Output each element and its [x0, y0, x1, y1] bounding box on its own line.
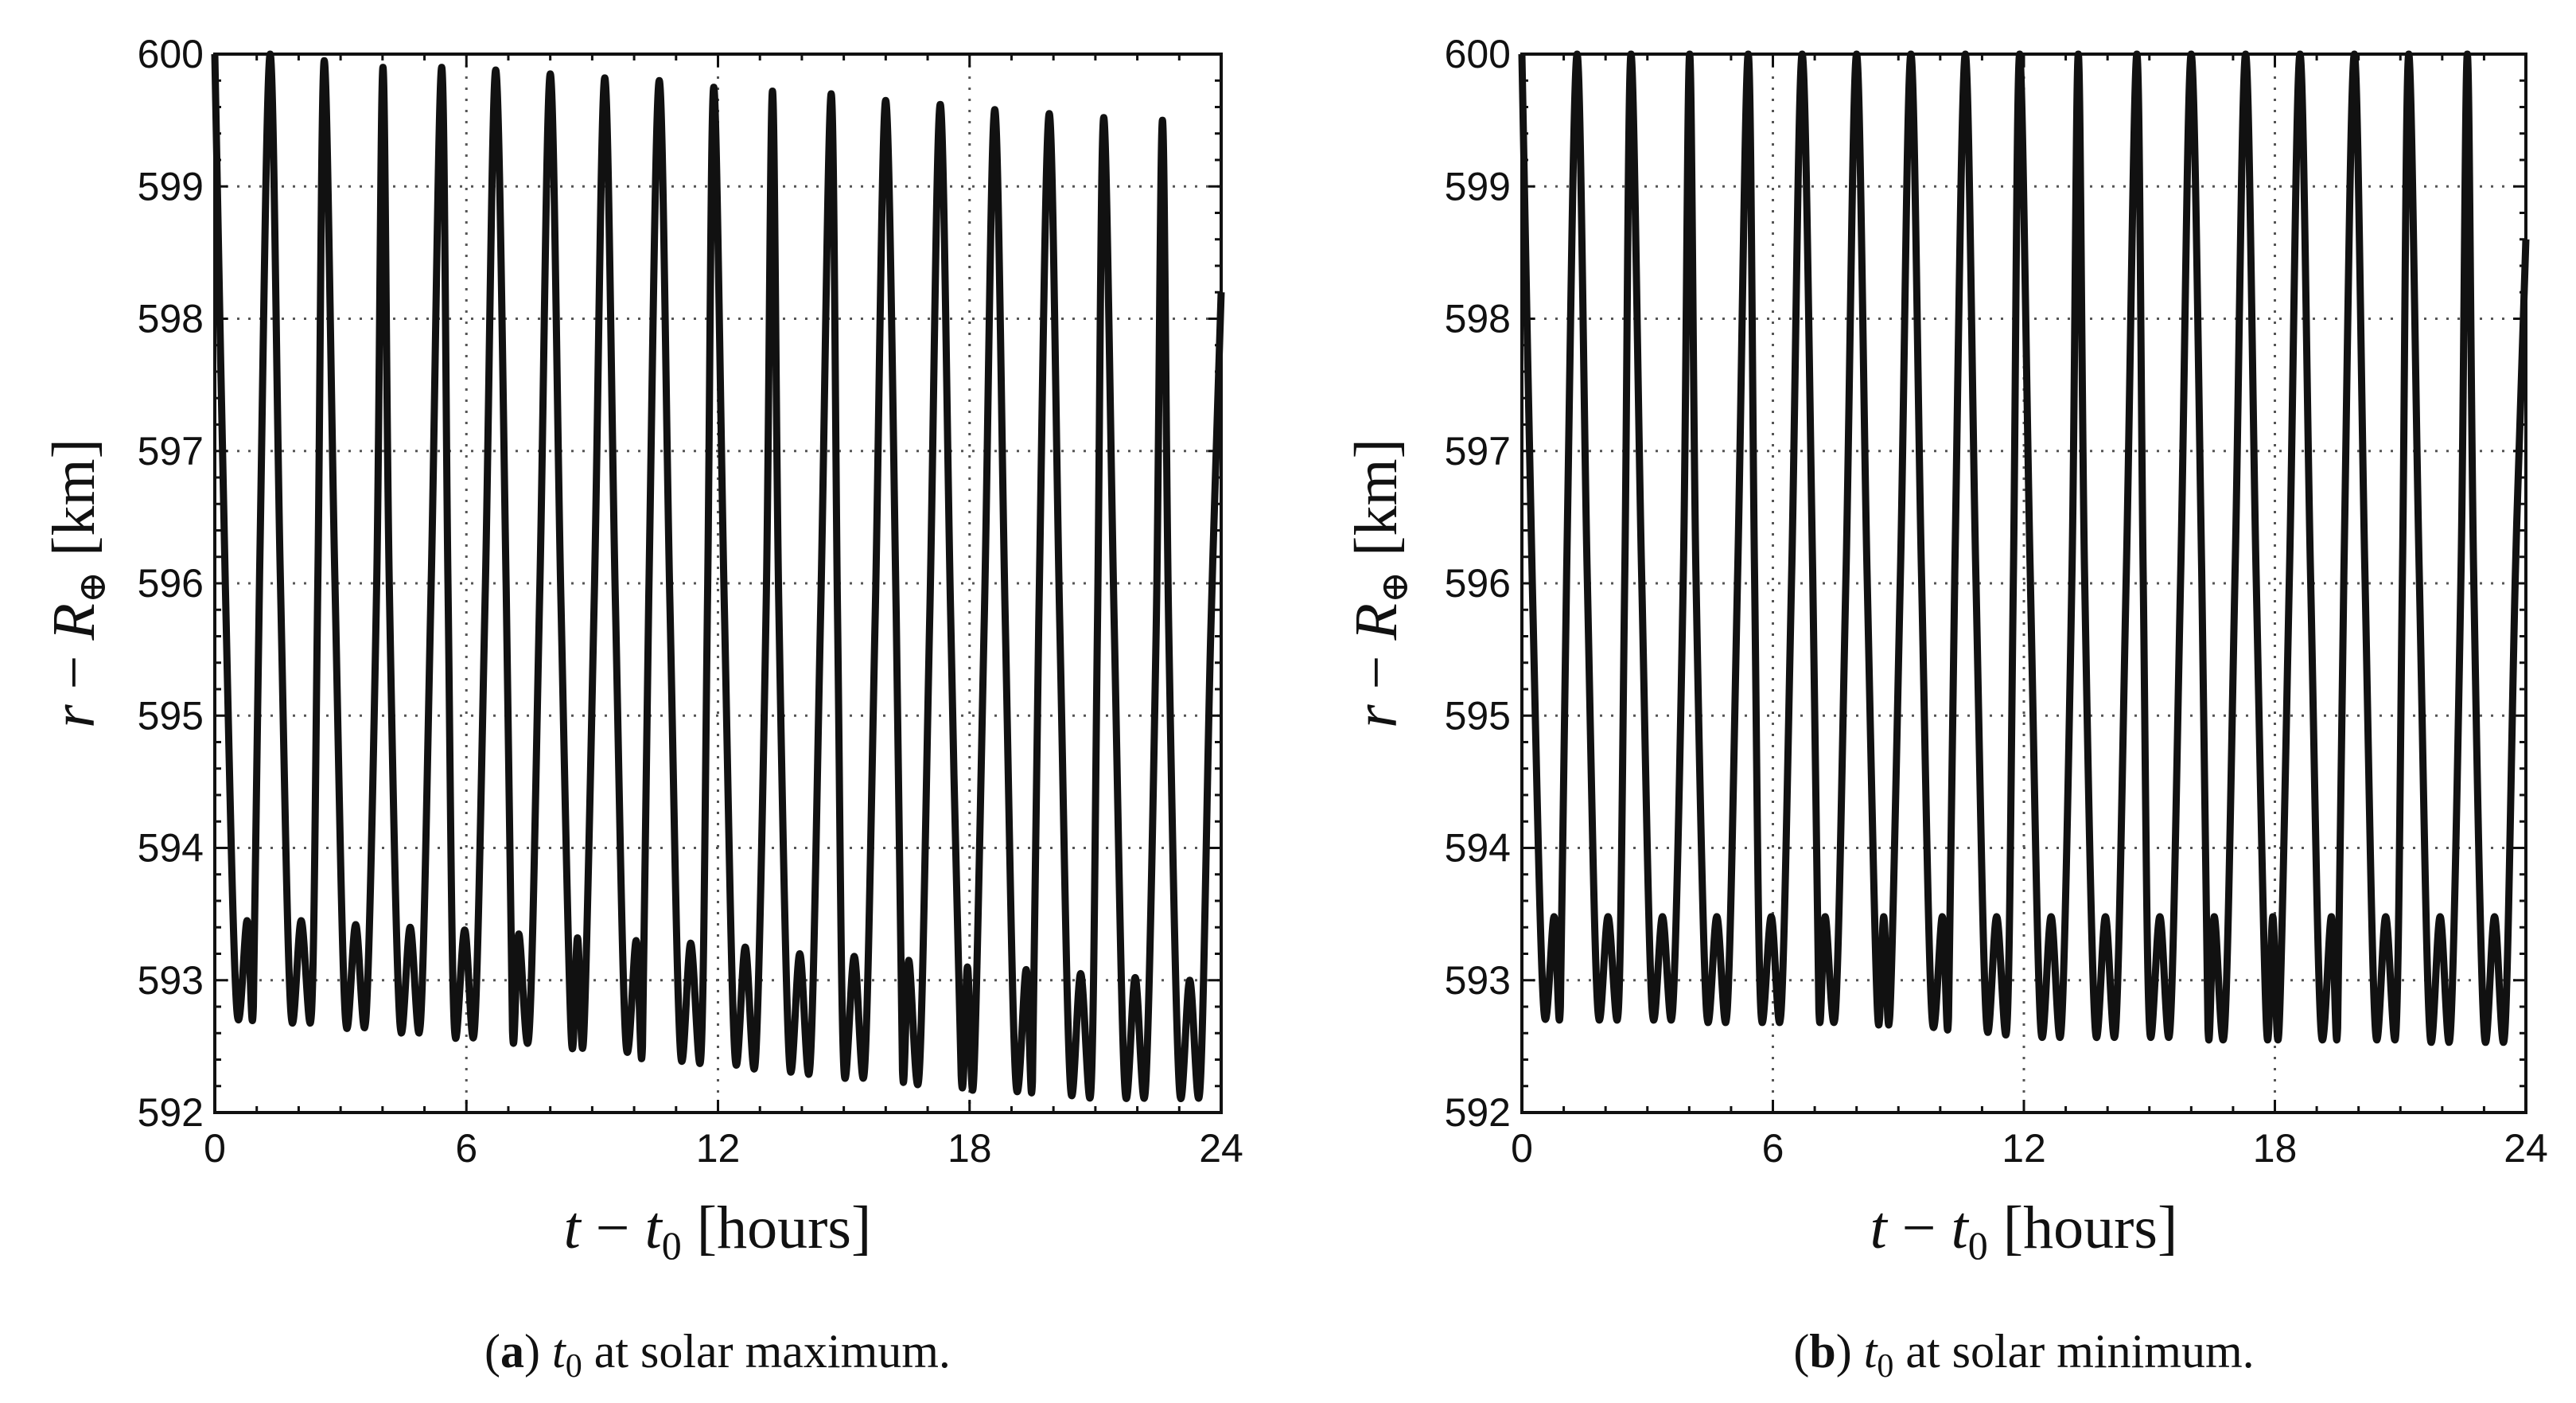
panel-b-y-tick-label-592: 592 [1445, 1090, 1511, 1135]
panel-a-caption-open: ( [484, 1325, 500, 1378]
panel-a-x-tick-label-18: 18 [948, 1126, 992, 1171]
panel-a-ylabel-a: r [41, 704, 107, 728]
panel-b-x-axis-label: t − t0 [hours] [1870, 1194, 2178, 1268]
panel-a-y-axis-label: r − R⊕ [km] [41, 438, 114, 728]
panel-b-xlabel-sub: 0 [1968, 1223, 1988, 1268]
panel-a-ylabel-b: R [41, 603, 107, 641]
panel-b-y-tick-label-599: 599 [1445, 164, 1511, 209]
panel-a-caption-close: ) [524, 1325, 552, 1378]
panel-b-xlabel-b: t [1951, 1194, 1970, 1261]
panel-b-caption-close: ) [1836, 1325, 1864, 1378]
panel-a-series-line-0 [215, 54, 1221, 1099]
panel-a-y-tick-label-594: 594 [138, 826, 204, 871]
panel-b-caption-open: ( [1793, 1325, 1809, 1378]
panel-b-plot-frame [1520, 53, 2527, 1114]
panel-a-x-tick-label-12: 12 [696, 1126, 741, 1171]
panel-a-y-tick-label-599: 599 [138, 164, 204, 209]
panel-a-x-tick-label-24: 24 [1199, 1126, 1243, 1171]
panel-b-x-tick-label-18: 18 [2253, 1126, 2298, 1171]
panel-a-caption-subscript: 0 [566, 1348, 582, 1385]
panel-a-x-axis-label: t − t0 [hours] [564, 1194, 872, 1268]
panel-a-tick-labels: 0 6 12 18 24 592 593 594 595 596 597 598 599 600 [138, 32, 1243, 1171]
panel-b-caption-label: b [1809, 1325, 1835, 1378]
panel-a-ylabel-unit: [km] [41, 438, 107, 571]
panel-a: 0 6 12 18 24 592 593 594 595 596 597 598 599 600 r − … [41, 32, 1243, 1385]
panel-b-y-tick-label-593: 593 [1445, 958, 1511, 1003]
panel-a-caption-text: at solar maximum. [582, 1325, 951, 1378]
panel-a-xlabel-op: − [581, 1194, 645, 1261]
panel-b-ylabel-sub: ⊕ [1374, 571, 1416, 603]
panel-b-y-tick-label-600: 600 [1445, 32, 1511, 76]
panel-a-ylabel-op: − [41, 640, 107, 704]
panel-a-caption-label: a [500, 1325, 524, 1378]
panel-b-caption: (b) t0 at solar minimum. [1793, 1325, 2254, 1385]
panel-b-y-tick-label-598: 598 [1445, 297, 1511, 341]
panel-a-ylabel-sub: ⊕ [72, 571, 114, 603]
panel-a-xlabel-a: t [564, 1194, 582, 1261]
panel-b-caption-subject: t [1864, 1325, 1878, 1378]
panel-a-y-tick-label-593: 593 [138, 958, 204, 1003]
panel-a-series [215, 54, 1221, 1099]
panel-b-x-tick-label-0: 0 [1511, 1126, 1533, 1171]
panel-b-xlabel-unit: [hours] [1988, 1194, 2178, 1261]
panel-b-y-tick-label-594: 594 [1445, 826, 1511, 871]
panel-b-y-axis-label: r − R⊕ [km] [1343, 438, 1416, 728]
panel-b-tick-labels: 0 6 12 18 24 592 593 594 595 596 597 598 599 600 [1445, 32, 2548, 1171]
panel-a-plot-frame [213, 53, 1223, 1114]
panel-a-y-tick-label-598: 598 [138, 297, 204, 341]
panel-b-x-tick-label-12: 12 [2002, 1126, 2046, 1171]
panel-a-y-tick-label-596: 596 [138, 561, 204, 606]
panel-a-xlabel-unit: [hours] [682, 1194, 872, 1261]
panel-b: 0 6 12 18 24 592 593 594 595 596 597 598 599 600 r − … [1343, 32, 2548, 1385]
panel-b-ylabel-b: R [1343, 603, 1410, 641]
panel-a-caption: (a) t0 at solar maximum. [484, 1325, 951, 1385]
panel-a-xlabel-b: t [645, 1194, 663, 1261]
panel-a-y-tick-label-595: 595 [138, 693, 204, 738]
panel-b-ylabel-unit: [km] [1343, 438, 1410, 571]
panel-b-y-tick-label-595: 595 [1445, 693, 1511, 738]
panel-a-caption-subject: t [552, 1325, 566, 1378]
panel-b-y-tick-label-596: 596 [1445, 561, 1511, 606]
panel-b-x-tick-label-6: 6 [1762, 1126, 1784, 1171]
panel-b-y-tick-label-597: 597 [1445, 429, 1511, 474]
panel-b-caption-text: at solar minimum. [1893, 1325, 2254, 1378]
panel-b-xlabel-a: t [1870, 1194, 1889, 1261]
panel-a-x-tick-label-0: 0 [204, 1126, 226, 1171]
panel-a-y-tick-label-597: 597 [138, 429, 204, 474]
panel-a-y-tick-label-592: 592 [138, 1090, 204, 1135]
panel-b-caption-subscript: 0 [1877, 1348, 1893, 1385]
panel-b-ylabel-op: − [1343, 640, 1410, 704]
panel-b-xlabel-op: − [1887, 1194, 1951, 1261]
panel-a-y-tick-label-600: 600 [138, 32, 204, 76]
panel-a-xlabel-sub: 0 [662, 1223, 682, 1268]
panel-b-x-tick-label-24: 24 [2504, 1126, 2548, 1171]
panel-a-x-tick-label-6: 6 [455, 1126, 477, 1171]
panel-b-ylabel-a: r [1343, 704, 1410, 728]
